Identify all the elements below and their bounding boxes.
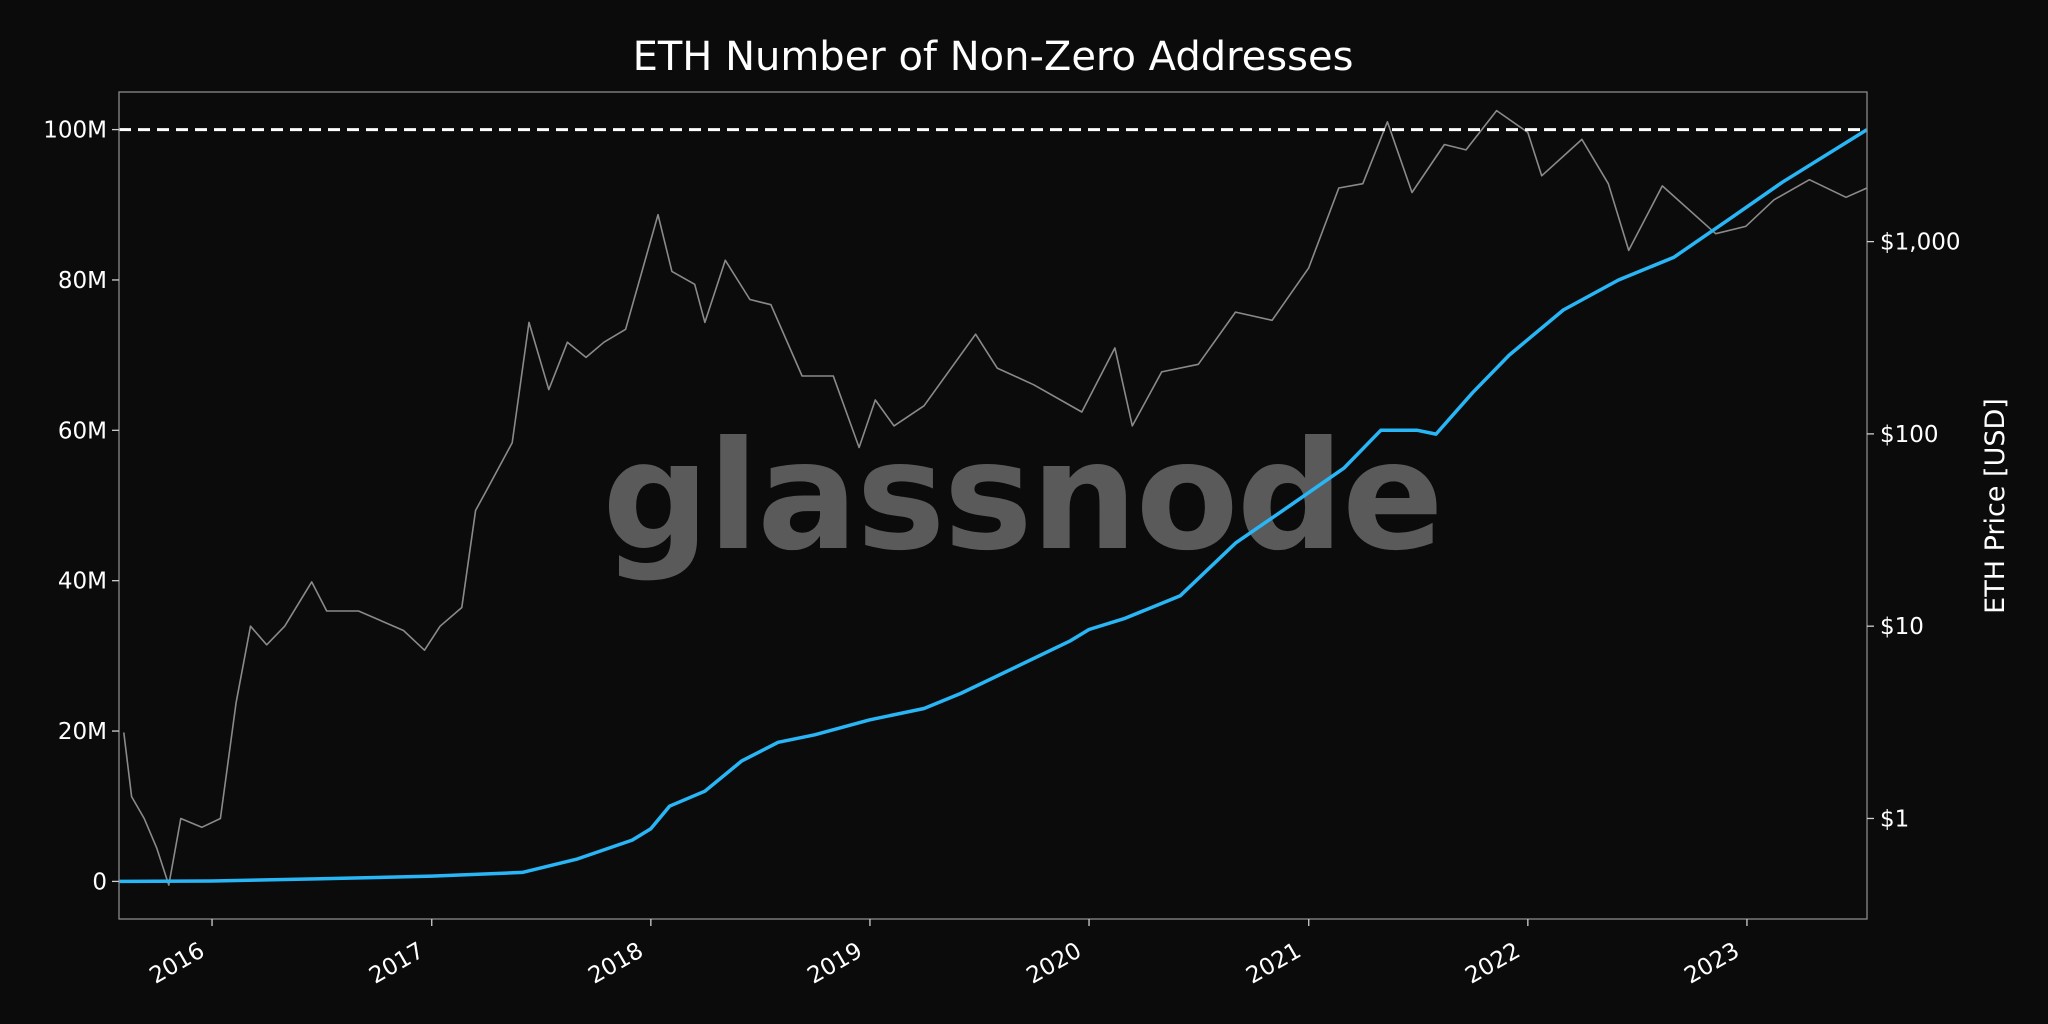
left-tick-label: 0 — [92, 869, 107, 895]
left-tick-label: 60M — [58, 418, 107, 444]
chart-title: ETH Number of Non-Zero Addresses — [633, 34, 1354, 80]
right-tick-label: $10 — [1880, 614, 1924, 640]
series-line-addresses — [118, 128, 1868, 884]
series-line-price — [123, 109, 1868, 886]
left-tick-label: 20M — [58, 719, 107, 745]
right-axis: $1 $10 $100 $1,000 — [1867, 230, 1960, 832]
right-axis-label: ETH Price [USD] — [1980, 398, 2011, 614]
right-tick-label: $1,000 — [1880, 230, 1960, 256]
left-tick-label: 40M — [58, 569, 107, 595]
right-tick-label: $100 — [1880, 422, 1939, 448]
left-axis: 0 20M 40M 60M 80M 100M — [43, 118, 119, 895]
left-tick-label: 100M — [43, 118, 107, 144]
right-tick-label: $1 — [1880, 806, 1909, 832]
left-tick-label: 80M — [58, 268, 107, 294]
series-layer — [118, 109, 1868, 886]
watermark: glassnode — [602, 410, 1442, 584]
plot-frame — [118, 91, 1868, 920]
